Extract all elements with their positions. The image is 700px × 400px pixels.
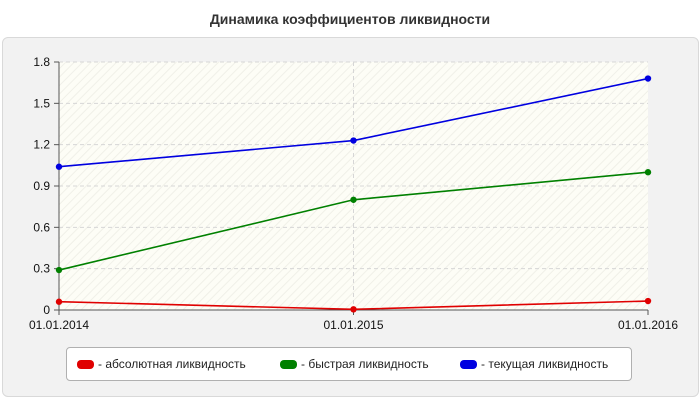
data-point-1	[350, 196, 357, 203]
legend-item-quick: - быстрая ликвидность	[280, 348, 429, 380]
y-tick-label: 0.6	[33, 220, 50, 234]
legend-item-absolute: - абсолютная ликвидность	[77, 348, 246, 380]
y-tick-label: 1.2	[33, 138, 50, 152]
data-point-2	[55, 163, 63, 170]
data-point-0	[55, 298, 63, 305]
data-point-1	[55, 266, 63, 274]
y-tick-label: 0.9	[33, 179, 50, 193]
legend-swatch-current	[460, 359, 477, 369]
legend-item-current: - текущая ликвидность	[460, 348, 608, 380]
x-tick-label: 01.01.2016	[618, 318, 678, 332]
y-tick-label: 0	[43, 303, 50, 317]
legend-label-absolute: - абсолютная ликвидность	[98, 357, 246, 371]
x-tick-label: 01.01.2015	[323, 318, 383, 332]
legend-label-current: - текущая ликвидность	[481, 357, 609, 371]
data-point-2	[350, 137, 357, 144]
y-tick-label: 1.5	[33, 96, 50, 110]
data-point-0	[350, 306, 357, 313]
legend-swatch-absolute	[77, 359, 94, 369]
y-tick-label: 1.8	[33, 55, 50, 69]
y-tick-label: 0.3	[33, 262, 50, 276]
data-point-2	[644, 75, 652, 82]
legend-label-quick: - быстрая ликвидность	[301, 357, 429, 371]
data-point-1	[644, 169, 652, 176]
chart-legend: - абсолютная ликвидность - быстрая ликви…	[66, 347, 632, 381]
x-tick-label: 01.01.2014	[29, 318, 89, 332]
data-point-0	[644, 297, 652, 305]
legend-swatch-quick	[280, 359, 297, 369]
chart-title: Динамика коэффициентов ликвидности	[209, 11, 491, 27]
